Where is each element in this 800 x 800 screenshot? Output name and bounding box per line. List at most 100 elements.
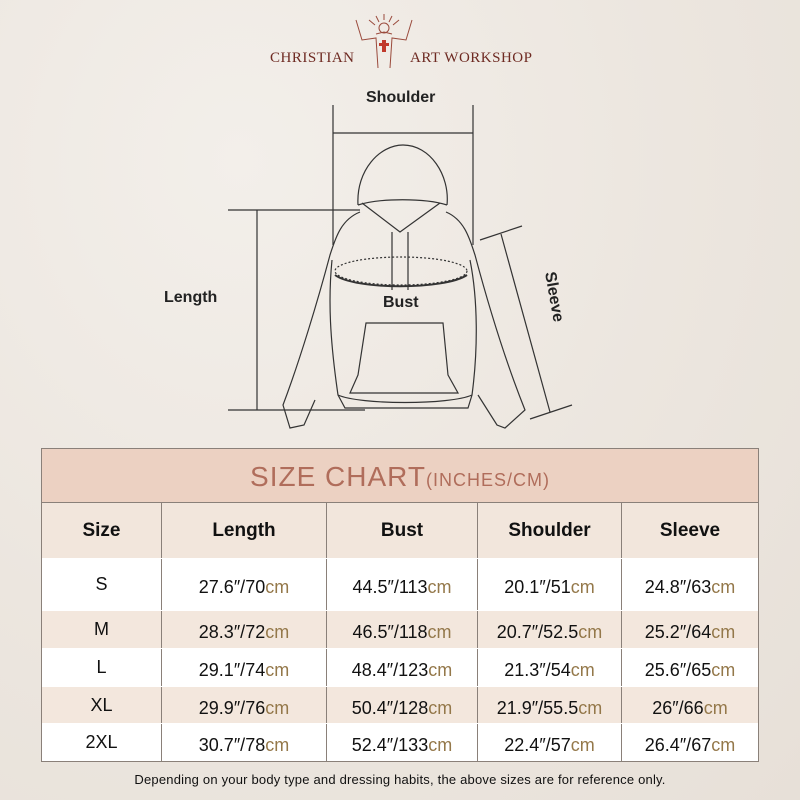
measure-cell: 52.4″/133cm	[327, 724, 478, 761]
measure-value: 29.9″/76cm	[199, 692, 289, 719]
value-text: 28.3″/72	[198, 622, 266, 642]
bust-label: Bust	[383, 294, 419, 311]
value-text: 20.1″/51	[504, 577, 571, 597]
unit-text: cm	[428, 697, 453, 718]
measure-cell: 25.6″/65cm	[622, 649, 758, 686]
unit-text: cm	[265, 735, 290, 755]
value-text: 26.4″/67	[644, 735, 712, 755]
value-text: 21.9″/55.5	[496, 697, 579, 718]
measure-value: 21.9″/55.5cm	[497, 692, 602, 719]
measure-value: 26″/66cm	[652, 692, 727, 719]
measure-cell: 27.6″/70cm	[162, 559, 327, 610]
table-header-row: Size Length Bust Shoulder Sleeve	[42, 503, 758, 559]
measure-value: 29.1″/74cm	[199, 654, 289, 681]
measure-cell: 21.9″/55.5cm	[478, 687, 622, 723]
brand-logo: CHRISTIAN ART WORKSHOP	[0, 12, 800, 72]
jesus-logo-icon	[355, 14, 413, 69]
value-text: 25.2″/64	[644, 622, 712, 642]
brand-right-text: ART WORKSHOP	[410, 50, 533, 66]
size-cell: S	[42, 559, 162, 610]
shoulder-label: Shoulder	[366, 89, 436, 106]
measure-value: 25.2″/64cm	[645, 616, 735, 643]
size-chart-table: SIZE CHART(INCHES/CM) Size Length Bust S…	[41, 448, 759, 762]
value-text: 27.6″/70	[198, 577, 266, 597]
value-text: 44.5″/113	[352, 577, 428, 597]
measure-cell: 20.7″/52.5cm	[478, 611, 622, 648]
value-text: 29.1″/74	[198, 660, 266, 680]
header-shoulder: Shoulder	[478, 503, 622, 558]
value-text: 52.4″/133	[351, 735, 429, 755]
measure-value: 27.6″/70cm	[199, 571, 289, 598]
value-text: 24.8″/63	[644, 577, 712, 597]
hoodie-outline-icon	[228, 105, 573, 429]
measure-value: 24.8″/63cm	[645, 571, 735, 598]
value-text: 48.4″/123	[351, 660, 429, 680]
measure-value: 21.3″/54cm	[504, 654, 594, 681]
unit-text: cm	[428, 660, 453, 680]
unit-text: cm	[578, 622, 603, 642]
hoodie-diagram: Shoulder Length Bust Sleeve	[164, 89, 573, 429]
measure-cell: 22.4″/57cm	[478, 724, 622, 761]
header-sleeve: Sleeve	[659, 519, 721, 541]
unit-text: cm	[265, 577, 290, 597]
unit-text: cm	[711, 577, 736, 597]
measure-value: 50.4″/128cm	[352, 692, 452, 719]
unit-text: cm	[570, 735, 595, 755]
measure-value: 20.1″/51cm	[504, 571, 594, 598]
measure-cell: 29.1″/74cm	[162, 649, 327, 686]
measure-value: 48.4″/123cm	[352, 654, 452, 681]
size-chart-title: SIZE CHART(INCHES/CM)	[42, 449, 758, 503]
unit-text: cm	[265, 660, 290, 680]
value-text: 50.4″/128	[351, 697, 429, 718]
measure-value: 30.7″/78cm	[199, 729, 289, 756]
unit-text: cm	[428, 735, 453, 755]
table-row: XL 29.9″/76cm 50.4″/128cm 21.9″/55.5cm 26″/6…	[42, 687, 758, 724]
unit-text: cm	[265, 622, 290, 642]
measure-value: 20.7″/52.5cm	[497, 616, 602, 643]
measure-value: 25.6″/65cm	[645, 654, 735, 681]
table-row: M 28.3″/72cm 46.5″/118cm 20.7″/52.5cm 25.2″/…	[42, 611, 758, 649]
size-cell: L	[42, 649, 162, 686]
table-row: 2XL 30.7″/78cm 52.4″/133cm 22.4″/57cm 26.4″/…	[42, 724, 758, 761]
measure-value: 46.5″/118cm	[352, 616, 451, 643]
size-cell: XL	[42, 687, 162, 723]
measure-value: 22.4″/57cm	[504, 729, 594, 756]
size-cell: 2XL	[42, 724, 162, 761]
length-label: Length	[164, 289, 218, 306]
measure-value: 28.3″/72cm	[199, 616, 289, 643]
table-row: S 27.6″/70cm 44.5″/113cm 20.1″/51cm 24.8″/63…	[42, 559, 758, 611]
unit-text: cm	[711, 622, 736, 642]
value-text: 22.4″/57	[504, 735, 571, 755]
measure-cell: 21.3″/54cm	[478, 649, 622, 686]
measure-value: 26.4″/67cm	[645, 729, 735, 756]
header-length: Length	[162, 503, 327, 558]
unit-text: cm	[427, 622, 452, 642]
measure-cell: 30.7″/78cm	[162, 724, 327, 761]
unit-text: cm	[711, 660, 736, 680]
unit-text: cm	[570, 660, 595, 680]
unit-text: cm	[578, 697, 603, 718]
measure-cell: 46.5″/118cm	[327, 611, 478, 648]
table-row: L 29.1″/74cm 48.4″/123cm 21.3″/54cm 25.6″/65…	[42, 649, 758, 687]
measure-cell: 48.4″/123cm	[327, 649, 478, 686]
measure-cell: 26.4″/67cm	[622, 724, 758, 761]
header-size: Size	[42, 503, 162, 558]
measure-cell: 50.4″/128cm	[327, 687, 478, 723]
footer-note: Depending on your body type and dressing…	[134, 772, 666, 787]
measure-cell: 20.1″/51cm	[478, 559, 622, 610]
value-text: 29.9″/76	[198, 697, 266, 718]
title-text: SIZE CHART	[250, 461, 426, 492]
size-cell: M	[42, 611, 162, 648]
measure-cell: 25.2″/64cm	[622, 611, 758, 648]
header-bust: Bust	[327, 503, 478, 558]
brand-left-text: CHRISTIAN	[270, 50, 355, 66]
unit-text: cm	[703, 697, 728, 718]
measure-value: 52.4″/133cm	[352, 729, 452, 756]
unit-text: cm	[711, 735, 736, 755]
value-text: 26″/66	[652, 697, 704, 718]
measure-cell: 24.8″/63cm	[622, 559, 758, 610]
measure-cell: 28.3″/72cm	[162, 611, 327, 648]
value-text: 30.7″/78	[198, 735, 266, 755]
title-unit-text: (INCHES/CM)	[425, 470, 550, 490]
measure-cell: 44.5″/113cm	[327, 559, 478, 610]
